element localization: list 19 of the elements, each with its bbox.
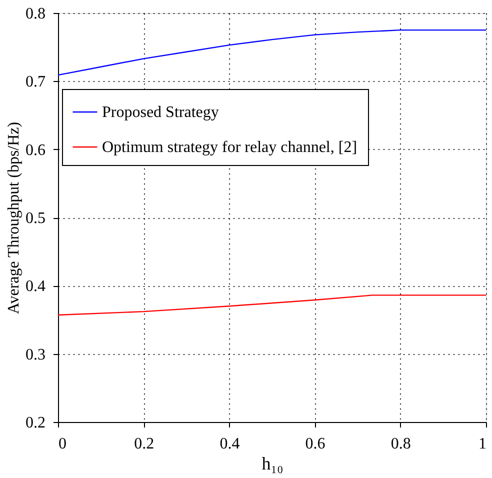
y-tick-label: 0.4: [26, 278, 46, 296]
y-tick-label: 0.8: [26, 6, 46, 22]
y-tick-label: 0.5: [26, 210, 46, 227]
x-tick-label: 1: [478, 436, 486, 452]
x-tick-label: 0.6: [305, 436, 326, 452]
y-tick-label: 0.7: [26, 74, 46, 91]
y-tick-label: 0.3: [26, 346, 46, 364]
y-tick-label: 0.2: [26, 414, 46, 432]
y-tick-label: 0.6: [26, 142, 46, 159]
line-series: [57, 29, 487, 76]
legend-label: Proposed Strategy: [102, 104, 219, 121]
line-series: [57, 294, 487, 316]
x-tick-label: 0: [58, 436, 66, 452]
x-axis-title: h₁₀: [262, 454, 284, 474]
y-axis-title: Average Throughput (bps/Hz): [6, 122, 22, 314]
x-tick-label: 0.8: [390, 436, 411, 452]
legend-label: Optimum strategy for relay channel, [2]: [102, 139, 358, 156]
x-tick-label: 0.2: [134, 436, 154, 452]
x-tick-label: 0.4: [220, 436, 240, 452]
